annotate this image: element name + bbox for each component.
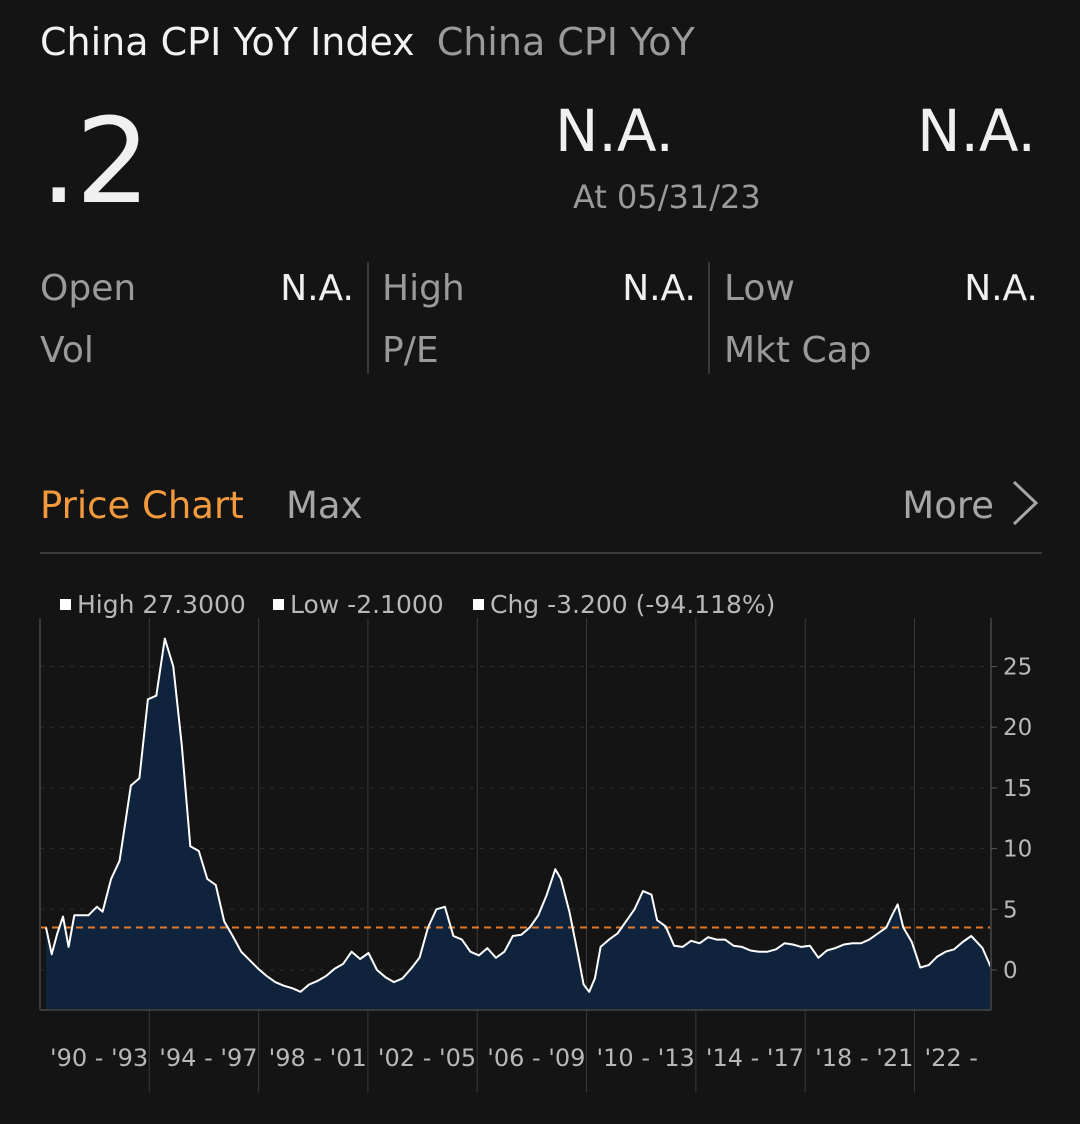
- price-chart-tab[interactable]: Price Chart: [40, 484, 244, 527]
- x-tick-label: '18 - '21: [815, 1044, 913, 1072]
- legend-change: Chg -3.200 (-94.118%): [473, 590, 775, 619]
- open-value: N.A.: [280, 268, 354, 309]
- x-tick-label: '90 - '93: [50, 1044, 148, 1072]
- pe-label: P/E: [382, 330, 439, 371]
- y-tick-label: 25: [1003, 655, 1032, 681]
- y-tick-label: 0: [1003, 958, 1018, 984]
- x-tick-label: '22 -: [924, 1044, 977, 1072]
- legend-low-text: Low -2.1000: [290, 590, 444, 619]
- high-label: High: [382, 268, 465, 309]
- x-tick-label: '94 - '97: [159, 1044, 257, 1072]
- legend-low: Low -2.1000: [273, 590, 444, 619]
- low-value: N.A.: [964, 268, 1038, 309]
- legend-marker: [473, 599, 484, 610]
- vol-label: Vol: [40, 330, 94, 371]
- x-tick-label: '14 - '17: [706, 1044, 804, 1072]
- page-title: China CPI YoY Index China CPI YoY: [40, 20, 695, 64]
- net-change: N.A.: [555, 97, 674, 165]
- percent-change: N.A.: [917, 97, 1036, 165]
- index-name: China CPI YoY Index: [40, 20, 415, 64]
- x-tick-label: '06 - '09: [487, 1044, 585, 1072]
- mktcap-label: Mkt Cap: [724, 330, 872, 371]
- index-subtitle: China CPI YoY: [436, 20, 695, 64]
- legend-marker: [273, 599, 284, 610]
- y-tick-label: 15: [1003, 776, 1032, 802]
- high-value: N.A.: [622, 268, 696, 309]
- x-tick-label: '02 - '05: [378, 1044, 476, 1072]
- open-label: Open: [40, 268, 137, 309]
- low-label: Low: [724, 268, 795, 309]
- stats-divider: [367, 262, 369, 374]
- legend-high-text: High 27.3000: [77, 590, 246, 619]
- legend-change-text: Chg -3.200 (-94.118%): [490, 590, 776, 619]
- as-of-date: At 05/31/23: [573, 178, 761, 216]
- range-selector[interactable]: Max: [286, 484, 363, 527]
- y-tick-label: 20: [1003, 715, 1032, 741]
- legend-high: High 27.3000: [60, 590, 246, 619]
- y-tick-label: 5: [1003, 897, 1018, 923]
- more-link[interactable]: More: [902, 484, 994, 527]
- section-divider: [40, 552, 1042, 554]
- x-tick-label: '10 - '13: [597, 1044, 695, 1072]
- stats-divider: [708, 262, 710, 374]
- y-tick-label: 10: [1003, 837, 1032, 863]
- series-line: [45, 637, 992, 993]
- price-chart[interactable]: 0 5 10 15 20 25 '90 - '93 '94 - '97 '98 - '01 '02…: [0, 610, 1080, 1100]
- legend-marker: [60, 599, 71, 610]
- last-value: .2: [40, 92, 151, 230]
- chevron-right-icon[interactable]: [1010, 478, 1040, 528]
- x-tick-label: '98 - '01: [269, 1044, 367, 1072]
